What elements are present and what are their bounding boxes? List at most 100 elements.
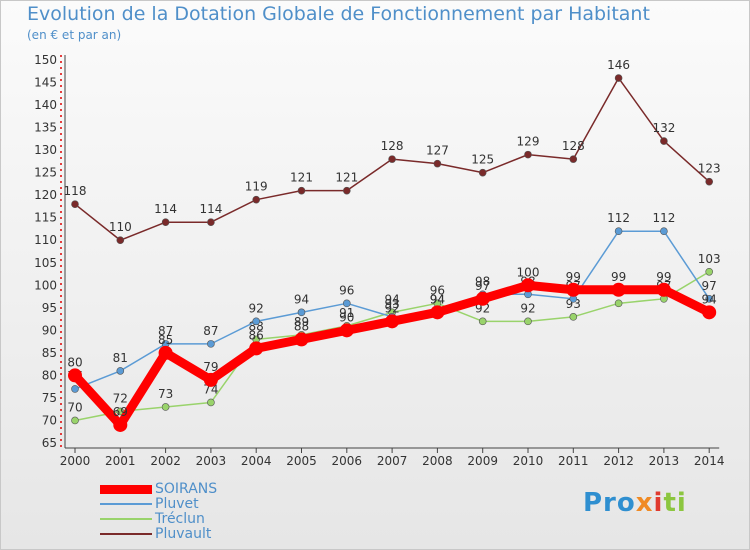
data-label: 88 [294, 319, 309, 333]
x-tick-label: 2013 [649, 454, 680, 468]
data-point [207, 398, 215, 407]
data-label: 99 [566, 270, 581, 284]
data-point [116, 236, 125, 245]
y-tick-label: 130 [34, 143, 57, 157]
x-tick-label: 2000 [60, 454, 91, 468]
y-tick-label: 90 [42, 323, 57, 337]
y-tick-label: 145 [34, 76, 57, 90]
data-label: 92 [520, 301, 535, 315]
data-label: 72 [113, 391, 128, 405]
y-tick-label: 85 [42, 346, 57, 360]
data-point [433, 159, 442, 168]
y-tick-label: 120 [34, 188, 57, 202]
data-point [385, 314, 400, 329]
data-label: 127 [426, 144, 449, 158]
data-label: 128 [562, 139, 585, 153]
data-point [705, 177, 714, 186]
data-label: 114 [199, 202, 222, 216]
data-label: 97 [702, 279, 717, 293]
data-label: 99 [656, 270, 671, 284]
data-label: 81 [113, 351, 128, 365]
legend-label: Pluvault [155, 526, 212, 542]
data-label: 85 [158, 333, 173, 347]
data-label: 103 [698, 252, 721, 266]
data-point [614, 227, 623, 236]
x-tick-label: 2014 [694, 454, 725, 468]
data-point [71, 385, 79, 393]
x-tick-label: 2007 [377, 454, 408, 468]
y-tick-label: 135 [34, 121, 57, 135]
legend-swatch [100, 485, 152, 494]
proxiti-logo: Proxiti [583, 488, 687, 518]
data-label: 100 [517, 265, 540, 279]
legend-swatch [100, 503, 152, 505]
data-label: 92 [384, 301, 399, 315]
y-tick-label: 125 [34, 166, 57, 180]
data-label: 98 [475, 274, 490, 288]
data-label: 97 [475, 279, 490, 293]
chart-subtitle: (en € et par an) [27, 28, 122, 42]
data-point [478, 317, 487, 326]
legend-swatch [100, 518, 152, 520]
y-tick-label: 105 [34, 256, 57, 270]
data-label: 118 [64, 184, 87, 198]
data-point [203, 372, 218, 387]
data-point [207, 340, 215, 348]
data-point [660, 227, 668, 236]
data-point [702, 305, 717, 320]
data-label: 99 [611, 270, 626, 284]
x-tick-label: 2010 [513, 454, 544, 468]
data-point [249, 341, 264, 356]
data-label: 125 [471, 153, 494, 167]
data-point [342, 299, 351, 308]
x-tick-label: 2001 [105, 454, 136, 468]
data-point [705, 267, 714, 276]
data-label: 114 [154, 202, 177, 216]
data-label: 70 [67, 400, 82, 414]
x-tick-label: 2008 [422, 454, 453, 468]
x-tick-label: 2002 [150, 454, 181, 468]
data-point [705, 295, 714, 303]
data-point [569, 313, 578, 321]
data-label: 92 [475, 301, 490, 315]
data-label: 146 [607, 58, 630, 72]
data-point [252, 317, 261, 326]
data-label: 79 [203, 360, 218, 374]
data-label: 74 [203, 382, 218, 396]
data-label: 119 [245, 180, 268, 194]
legend-label: Tréclun [155, 511, 205, 527]
data-point [566, 282, 581, 297]
data-point [430, 305, 445, 320]
data-label: 112 [652, 211, 675, 225]
data-label: 121 [335, 171, 358, 185]
data-label: 94 [430, 292, 445, 306]
y-tick-label: 65 [42, 436, 57, 450]
x-tick-label: 2003 [196, 454, 227, 468]
chart-title: Evolution de la Dotation Globale de Fonc… [27, 3, 650, 25]
data-label: 94 [384, 292, 399, 306]
data-label: 94 [430, 292, 445, 306]
data-point [116, 367, 125, 375]
data-point [475, 291, 490, 306]
data-point [339, 323, 354, 338]
x-tick-label: 2006 [332, 454, 363, 468]
data-point [611, 282, 626, 297]
data-point [569, 155, 578, 163]
data-point [478, 168, 487, 177]
x-tick-label: 2009 [467, 454, 498, 468]
data-point [68, 368, 82, 383]
data-point [161, 218, 170, 227]
y-tick-label: 110 [34, 233, 57, 247]
data-label: 129 [517, 135, 540, 149]
data-point [297, 186, 306, 195]
data-label: 93 [384, 297, 399, 311]
data-point [614, 299, 623, 308]
y-tick-label: 150 [34, 53, 57, 67]
y-tick-label: 115 [34, 211, 57, 225]
y-tick-label: 70 [42, 413, 57, 427]
x-tick-label: 2012 [603, 454, 634, 468]
data-label: 93 [566, 297, 581, 311]
data-label: 80 [67, 355, 82, 369]
data-point [342, 186, 351, 195]
